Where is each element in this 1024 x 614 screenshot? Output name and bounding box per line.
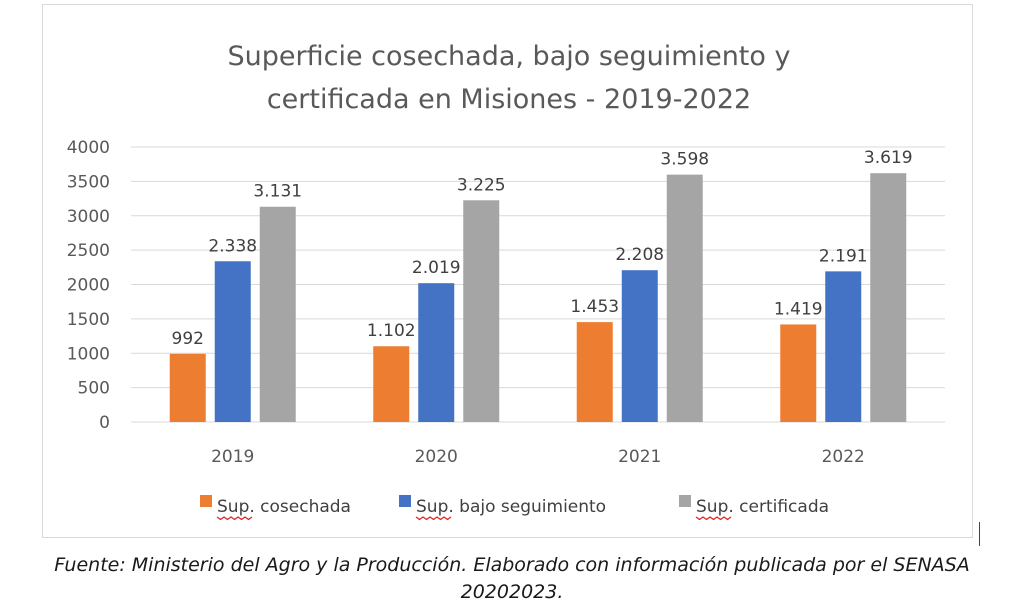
x-axis-categories: 2019 2020 2021 2022 (211, 447, 865, 467)
y-tick-label: 2000 (67, 276, 110, 296)
source-note: Fuente: Ministerio del Agro y la Producc… (0, 552, 1024, 606)
bar-sup-cosechada-2021 (576, 322, 613, 422)
y-tick-label: 0 (99, 413, 110, 433)
data-label: 3.619 (864, 148, 913, 168)
y-tick-label: 1000 (67, 344, 110, 364)
x-category-label: 2022 (822, 447, 865, 467)
source-note-line-2: 20202023. (460, 581, 564, 603)
legend-item: Sup. cosechada (200, 495, 351, 521)
source-note-line-1: Fuente: Ministerio del Agro y la Producc… (54, 554, 970, 576)
spellcheck-underline (415, 516, 452, 521)
bars (169, 173, 907, 422)
legend-label: Sup. certificada (696, 497, 829, 517)
text-cursor (979, 522, 980, 546)
bar-sup-certificada-2022 (870, 173, 907, 422)
spellcheck-underline (695, 516, 732, 521)
bar-sup-bajo-seguimiento-2019 (214, 261, 251, 422)
bar-sup-certificada-2021 (666, 174, 703, 422)
y-tick-label: 3000 (67, 207, 110, 227)
x-category-label: 2019 (211, 447, 254, 467)
legend-item: Sup. certificada (679, 495, 829, 521)
data-label: 3.131 (253, 182, 302, 202)
data-labels: 992 2.338 3.131 1.102 2.019 3.225 1.453 2.208 3.… (172, 148, 913, 349)
data-label: 1.102 (367, 321, 416, 341)
bar-sup-bajo-seguimiento-2021 (621, 270, 658, 422)
spellcheck-underline (216, 516, 253, 521)
data-label: 1.419 (774, 299, 823, 319)
bar-sup-cosechada-2019 (169, 353, 206, 422)
legend-label: Sup. cosechada (217, 497, 351, 517)
legend-swatch (200, 495, 212, 507)
x-category-label: 2020 (415, 447, 458, 467)
x-category-label: 2021 (618, 447, 661, 467)
data-label: 2.208 (615, 245, 664, 265)
data-label: 1.453 (570, 297, 619, 317)
chart-title: Superficie cosechada, bajo seguimiento y… (228, 41, 791, 115)
y-tick-label: 3500 (67, 172, 110, 192)
y-axis-ticks: 0 500 1000 1500 2000 2500 3000 3500 4000 (67, 138, 110, 433)
chart-title-line-2: certificada en Misiones - 2019-2022 (267, 84, 751, 115)
data-label: 992 (172, 329, 204, 349)
y-tick-label: 1500 (67, 310, 110, 330)
legend: Sup. cosechada Sup. bajo seguimiento Sup. … (200, 495, 829, 521)
bar-sup-bajo-seguimiento-2022 (825, 271, 862, 422)
y-tick-label: 2500 (67, 241, 110, 261)
bar-sup-cosechada-2020 (373, 346, 410, 422)
data-label: 3.225 (457, 175, 506, 195)
legend-swatch (399, 495, 411, 507)
y-tick-label: 500 (78, 379, 110, 399)
bar-chart: Superficie cosechada, bajo seguimiento y… (67, 41, 945, 521)
legend-swatch (679, 495, 691, 507)
chart-title-line-1: Superficie cosechada, bajo seguimiento y (228, 41, 791, 72)
data-label: 2.338 (208, 236, 257, 256)
bar-sup-certificada-2019 (259, 206, 296, 422)
legend-label: Sup. bajo seguimiento (416, 497, 606, 517)
bar-sup-certificada-2020 (463, 200, 500, 422)
bar-sup-bajo-seguimiento-2020 (418, 283, 455, 422)
bar-sup-cosechada-2022 (780, 324, 817, 422)
data-label: 3.598 (660, 150, 709, 170)
data-label: 2.191 (819, 246, 868, 266)
chart-frame: Superficie cosechada, bajo seguimiento y… (42, 4, 973, 538)
y-tick-label: 4000 (67, 138, 110, 158)
legend-item: Sup. bajo seguimiento (399, 495, 606, 521)
data-label: 2.019 (412, 258, 461, 278)
